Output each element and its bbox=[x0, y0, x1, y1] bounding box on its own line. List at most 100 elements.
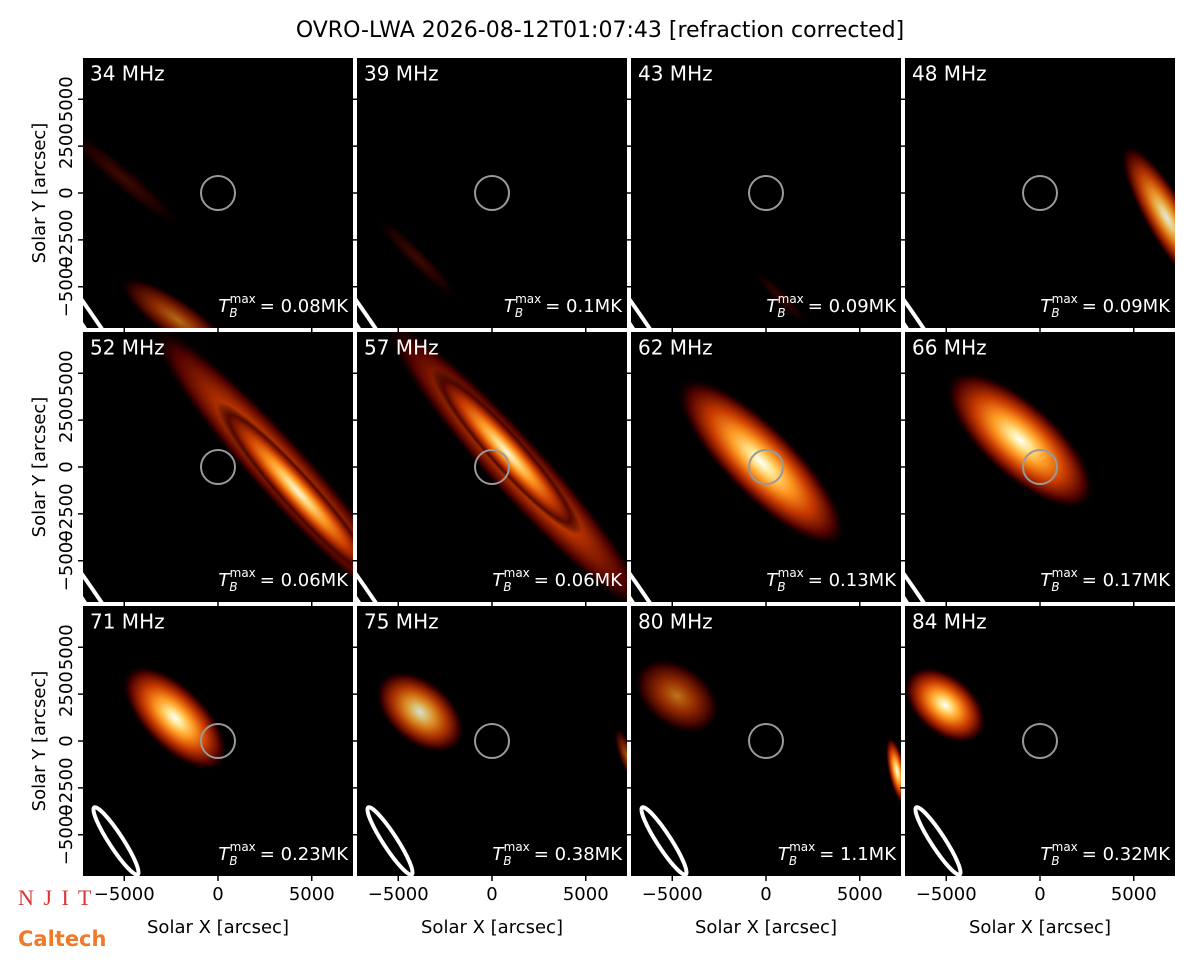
panel bbox=[631, 606, 901, 876]
tb-sup: max bbox=[789, 840, 815, 854]
tb-annotation: TBmax = 0.17MK bbox=[1040, 566, 1171, 594]
solar-disk bbox=[200, 723, 236, 759]
tb-symbol: T bbox=[492, 844, 505, 865]
panel bbox=[631, 332, 901, 602]
emission bbox=[119, 276, 237, 328]
tb-sub: B bbox=[515, 306, 523, 320]
solar-disk bbox=[1022, 449, 1058, 485]
solar-disk bbox=[200, 449, 236, 485]
y-tick-label: 0 bbox=[56, 461, 77, 472]
tb-sup: max bbox=[504, 566, 530, 580]
y-tick-label: 2500 bbox=[56, 123, 77, 169]
emission bbox=[1120, 143, 1175, 293]
emission bbox=[216, 402, 353, 582]
panel-label: 52 MHz bbox=[90, 336, 165, 360]
x-axis-label: Solar X [arcsec] bbox=[695, 917, 837, 938]
y-tick-label: 5000 bbox=[56, 350, 77, 396]
tb-sub: B bbox=[1051, 306, 1059, 320]
logo-njit: N J I T bbox=[18, 885, 93, 910]
tb-annotation: TBmax = 0.08MK bbox=[218, 292, 349, 320]
x-tick-label: 0 bbox=[212, 884, 223, 905]
x-tick-label: 0 bbox=[760, 884, 771, 905]
y-tick-label: −2500 bbox=[56, 483, 77, 544]
y-tick-label: −5000 bbox=[56, 804, 77, 865]
panel-background bbox=[905, 606, 1175, 876]
tb-sub: B bbox=[777, 306, 785, 320]
panel-background bbox=[905, 58, 1175, 328]
x-tick-label: 0 bbox=[1034, 884, 1045, 905]
x-tick-label: −5000 bbox=[94, 884, 155, 905]
panel bbox=[357, 606, 627, 876]
emission bbox=[675, 376, 847, 548]
beam bbox=[639, 805, 689, 876]
solar-disk bbox=[748, 175, 784, 211]
y-tick-label: 0 bbox=[56, 187, 77, 198]
x-tick-label: 0 bbox=[486, 884, 497, 905]
panel-label: 62 MHz bbox=[638, 336, 713, 360]
panel bbox=[631, 58, 901, 328]
tb-value: = 1.1MK bbox=[819, 844, 897, 865]
emission bbox=[375, 670, 465, 754]
beam bbox=[91, 805, 141, 876]
tb-sup: max bbox=[515, 292, 541, 306]
solar-disk bbox=[474, 449, 510, 485]
solar-disk bbox=[748, 449, 784, 485]
beam bbox=[913, 805, 963, 876]
panel-label: 80 MHz bbox=[638, 610, 713, 634]
x-tick-label: −5000 bbox=[916, 884, 977, 905]
tb-symbol: T bbox=[766, 570, 779, 591]
emission bbox=[633, 657, 721, 735]
x-axis-label: Solar X [arcsec] bbox=[421, 917, 563, 938]
panel bbox=[905, 332, 1175, 602]
panel bbox=[83, 332, 353, 602]
logo-caltech: Caltech bbox=[18, 927, 106, 951]
tb-symbol: T bbox=[218, 296, 231, 317]
tb-annotation: TBmax = 0.06MK bbox=[492, 566, 623, 594]
panel-background bbox=[631, 606, 901, 876]
x-axis-label: Solar X [arcsec] bbox=[969, 917, 1111, 938]
panel-label: 84 MHz bbox=[912, 610, 987, 634]
solar-disk bbox=[200, 175, 236, 211]
emission bbox=[944, 370, 1096, 510]
tb-value: = 0.08MK bbox=[260, 296, 349, 317]
tb-sup: max bbox=[1052, 292, 1078, 306]
tb-annotation: TBmax = 1.1MK bbox=[778, 840, 897, 868]
y-tick-label: −5000 bbox=[56, 256, 77, 317]
tb-sub: B bbox=[777, 580, 785, 594]
x-tick-label: 5000 bbox=[289, 884, 335, 905]
tb-sup: max bbox=[504, 840, 530, 854]
tb-value: = 0.23MK bbox=[260, 844, 349, 865]
tb-value: = 0.1MK bbox=[545, 296, 623, 317]
y-tick-label: 0 bbox=[56, 735, 77, 746]
panel-label: 43 MHz bbox=[638, 62, 713, 86]
y-tick-label: 5000 bbox=[56, 624, 77, 670]
emission bbox=[83, 125, 185, 231]
panel bbox=[83, 58, 353, 328]
tb-symbol: T bbox=[492, 570, 505, 591]
y-tick-label: −2500 bbox=[56, 209, 77, 270]
tb-symbol: T bbox=[218, 570, 231, 591]
tb-sup: max bbox=[230, 840, 256, 854]
solar-disk bbox=[1022, 175, 1058, 211]
tb-value: = 0.06MK bbox=[534, 570, 623, 591]
beam bbox=[365, 805, 415, 876]
x-axis-label: Solar X [arcsec] bbox=[147, 917, 289, 938]
tb-annotation: TBmax = 0.13MK bbox=[766, 566, 897, 594]
panel bbox=[905, 606, 1175, 876]
y-axis-label: Solar Y [arcsec] bbox=[29, 397, 50, 538]
y-axis-label: Solar Y [arcsec] bbox=[29, 671, 50, 812]
y-tick-label: 2500 bbox=[56, 671, 77, 717]
tb-sup: max bbox=[1052, 566, 1078, 580]
tb-sup: max bbox=[230, 566, 256, 580]
panel-label: 39 MHz bbox=[364, 62, 439, 86]
tb-sub: B bbox=[503, 580, 511, 594]
y-tick-label: −5000 bbox=[56, 530, 77, 591]
emission bbox=[752, 269, 810, 327]
tb-annotation: TBmax = 0.23MK bbox=[218, 840, 349, 868]
x-tick-label: 5000 bbox=[1111, 884, 1157, 905]
panel-label: 66 MHz bbox=[912, 336, 987, 360]
emission bbox=[614, 727, 627, 785]
solar-disk bbox=[748, 723, 784, 759]
panel bbox=[905, 58, 1175, 328]
tb-symbol: T bbox=[778, 844, 791, 865]
